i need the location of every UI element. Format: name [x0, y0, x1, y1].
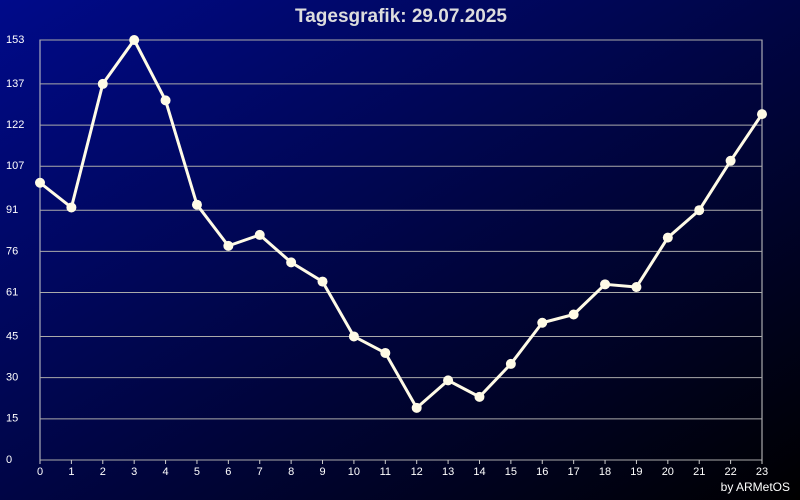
x-tick-label: 13: [442, 466, 454, 478]
point: [505, 358, 516, 369]
x-tick-label: 3: [131, 466, 137, 478]
point: [568, 309, 579, 320]
x-tick-label: 19: [630, 466, 642, 478]
point: [317, 276, 328, 287]
point: [537, 317, 548, 328]
point: [35, 177, 45, 188]
point: [160, 95, 171, 106]
x-tick-label: 14: [473, 466, 485, 478]
point: [348, 331, 359, 342]
x-tick-label: 5: [194, 466, 200, 478]
series-line: [39, 38, 764, 410]
y-tick-label: 0: [6, 454, 12, 466]
point: [662, 232, 673, 243]
x-tick-label: 7: [257, 466, 263, 478]
point: [474, 391, 485, 402]
point: [725, 155, 736, 166]
x-tick-label: 21: [693, 466, 705, 478]
point: [411, 402, 422, 413]
point: [223, 240, 234, 251]
point: [600, 279, 611, 290]
y-tick-label: 15: [6, 413, 18, 425]
x-tick-label: 2: [100, 466, 106, 478]
x-tick-label: 6: [225, 466, 231, 478]
x-tick-label: 23: [756, 466, 768, 478]
y-tick-label: 45: [6, 330, 18, 342]
y-tick-label: 61: [6, 286, 18, 298]
point: [380, 347, 391, 358]
point: [631, 282, 642, 293]
y-tick-label: 91: [6, 204, 18, 216]
x-tick-label: 1: [68, 466, 74, 478]
point: [443, 375, 454, 386]
y-tick-label: 30: [6, 372, 18, 384]
y-tick-label: 107: [6, 160, 24, 172]
point: [254, 229, 265, 240]
y-tick-label: 137: [6, 78, 24, 90]
x-tick-label: 17: [568, 466, 580, 478]
x-tick-label: 12: [411, 466, 423, 478]
point: [97, 78, 108, 89]
x-tick-label: 8: [288, 466, 294, 478]
point: [757, 109, 767, 120]
chart-title: Tagesgrafik: 29.07.2025: [295, 6, 507, 27]
point: [694, 205, 705, 216]
point: [66, 202, 77, 213]
x-tick-label: 22: [724, 466, 736, 478]
x-tick-label: 4: [163, 466, 169, 478]
x-tick-label: 9: [319, 466, 325, 478]
x-tick-label: 15: [505, 466, 517, 478]
x-tick-label: 18: [599, 466, 611, 478]
x-tick-label: 16: [536, 466, 548, 478]
x-tick-label: 0: [37, 466, 43, 478]
credit: by ARMetOS: [721, 480, 790, 494]
point: [191, 199, 202, 210]
point: [286, 257, 297, 268]
x-tick-label: 10: [348, 466, 360, 478]
x-tick-label: 20: [662, 466, 674, 478]
y-tick-label: 76: [6, 245, 18, 257]
y-tick-label: 153: [6, 34, 24, 46]
x-tick-label: 11: [380, 466, 391, 478]
point: [129, 35, 140, 45]
y-tick-label: 122: [6, 119, 24, 131]
